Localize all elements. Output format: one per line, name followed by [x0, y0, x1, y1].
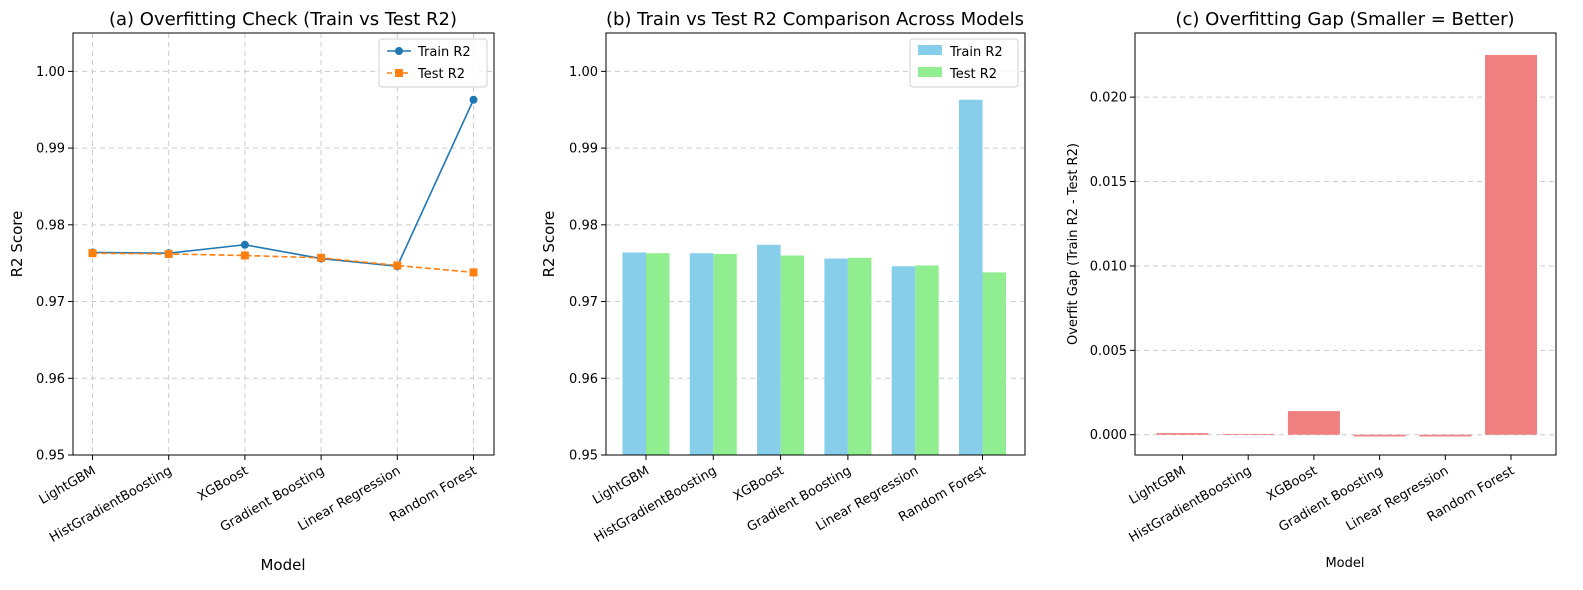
- panel-a-frame: [72, 32, 495, 456]
- y-tick-label: 0.99: [36, 142, 65, 157]
- y-tick-label: 0.020: [1090, 91, 1127, 106]
- bar-lightgbm: [1156, 433, 1209, 435]
- x-tick-label-lightgbm: LightGBM: [1127, 463, 1189, 507]
- bar-linear-regression: [1419, 434, 1472, 437]
- panel-a-legend: Train R2 Test R2: [378, 38, 488, 88]
- bar-test-r2-random-forest: [982, 272, 1006, 455]
- bar-train-r2-linear-regression: [891, 266, 916, 455]
- legend-train-label: Train R2: [949, 45, 1003, 60]
- series-line-test-r2: [92, 252, 474, 274]
- panel-a-x-axis-label: Model: [260, 556, 305, 574]
- panel-c-bar-chart: (c) Overfitting Gap (Smaller = Better) 0…: [1066, 9, 1557, 571]
- panel-b-title: (b) Train vs Test R2 Comparison Across M…: [606, 9, 1024, 30]
- x-tick-label-xgboost: XGBoost: [195, 463, 251, 504]
- panel-b-y-axis-label: R2 Score: [540, 211, 558, 278]
- bar-test-r2-histgradientboosting: [713, 253, 737, 455]
- point-test-r2-gradient-boosting: [317, 253, 326, 262]
- x-tick-label-histgradientboosting: HistGradientBoosting: [592, 463, 720, 545]
- point-train-r2-random-forest: [469, 95, 478, 104]
- panel-c-title: (c) Overfitting Gap (Smaller = Better): [1175, 9, 1514, 30]
- panel-c-bars: [1156, 54, 1537, 437]
- panel-c-grid: [1135, 96, 1556, 436]
- legend-test-bar-swatch: [918, 67, 942, 77]
- panel-b-y-ticks: 0.95 0.96 0.97 0.98 0.99 1.00: [569, 65, 606, 464]
- point-test-r2-histgradientboosting: [164, 249, 173, 258]
- panel-b-bars: [622, 99, 1006, 456]
- bar-train-r2-gradient-boosting: [824, 258, 848, 455]
- y-tick-label: 0.97: [569, 295, 598, 310]
- y-tick-label: 0.96: [36, 372, 65, 387]
- panel-b-frame: [605, 32, 1026, 456]
- legend-test-label: Test R2: [949, 67, 997, 82]
- panel-b-bar-chart: (b) Train vs Test R2 Comparison Across M…: [540, 9, 1026, 546]
- panel-b-legend: Train R2 Test R2: [909, 38, 1019, 88]
- bar-random-forest: [1485, 54, 1537, 435]
- y-tick-label: 0.015: [1090, 175, 1127, 190]
- y-tick-label: 0.005: [1090, 344, 1127, 359]
- series-line-train-r2: [92, 99, 475, 268]
- bar-test-r2-linear-regression: [915, 265, 939, 455]
- panel-a-title: (a) Overfitting Check (Train vs Test R2): [109, 9, 457, 30]
- x-tick-label-xgboost: XGBoost: [731, 463, 787, 504]
- bar-train-r2-histgradientboosting: [689, 253, 714, 455]
- point-test-r2-linear-regression: [393, 261, 402, 270]
- x-tick-label-xgboost: XGBoost: [1264, 463, 1320, 504]
- bar-test-r2-xgboost: [780, 255, 805, 455]
- y-tick-label: 0.010: [1090, 259, 1127, 274]
- panel-a-grid: [73, 33, 494, 456]
- x-tick-label-lightgbm: LightGBM: [590, 463, 652, 507]
- y-tick-label: 1.00: [569, 65, 598, 80]
- x-tick-label-histgradientboosting: HistGradientBoosting: [47, 463, 175, 545]
- bar-histgradientboosting: [1222, 433, 1275, 435]
- bar-test-r2-lightgbm: [646, 253, 670, 455]
- y-tick-label: 0.98: [569, 218, 598, 233]
- panel-c-frame: [1134, 32, 1557, 456]
- y-tick-label: 0.98: [36, 218, 65, 233]
- panel-a-y-axis-label: R2 Score: [8, 211, 26, 278]
- y-tick-label: 0.95: [569, 449, 598, 464]
- y-tick-label: 1.00: [36, 65, 65, 80]
- y-tick-label: 0.000: [1090, 428, 1127, 443]
- legend-train-marker: [395, 47, 403, 55]
- y-tick-label: 0.95: [36, 449, 65, 464]
- bar-xgboost: [1287, 411, 1340, 435]
- panel-c-y-ticks: 0.000 0.005 0.010 0.015 0.020: [1090, 91, 1135, 443]
- legend-test-label: Test R2: [417, 67, 465, 82]
- y-tick-label: 0.99: [569, 142, 598, 157]
- point-train-r2-xgboost: [240, 240, 249, 249]
- bar-gradient-boosting: [1353, 434, 1406, 437]
- point-test-r2-lightgbm: [88, 249, 97, 258]
- panel-c-y-axis-label: Overfit Gap (Train R2 - Test R2): [1066, 143, 1081, 345]
- legend-test-marker: [395, 69, 403, 77]
- bar-train-r2-random-forest: [959, 99, 983, 456]
- point-test-r2-xgboost: [240, 251, 249, 260]
- legend-train-bar-swatch: [918, 45, 942, 55]
- point-test-r2-random-forest: [469, 268, 478, 277]
- bar-train-r2-lightgbm: [622, 252, 646, 455]
- panel-a-marks: [88, 95, 478, 277]
- x-tick-label-histgradientboosting: HistGradientBoosting: [1127, 463, 1255, 545]
- x-tick-label-lightgbm: LightGBM: [37, 463, 99, 507]
- panel-a-y-ticks: 0.95 0.96 0.97 0.98 0.99 1.00: [36, 65, 73, 464]
- bar-test-r2-gradient-boosting: [847, 257, 872, 455]
- panel-c-x-axis-label: Model: [1325, 556, 1364, 571]
- bar-train-r2-xgboost: [757, 244, 781, 455]
- y-tick-label: 0.97: [36, 295, 65, 310]
- y-tick-label: 0.96: [569, 372, 598, 387]
- legend-train-label: Train R2: [417, 45, 471, 60]
- panel-a-line-chart: (a) Overfitting Check (Train vs Test R2)…: [8, 9, 495, 574]
